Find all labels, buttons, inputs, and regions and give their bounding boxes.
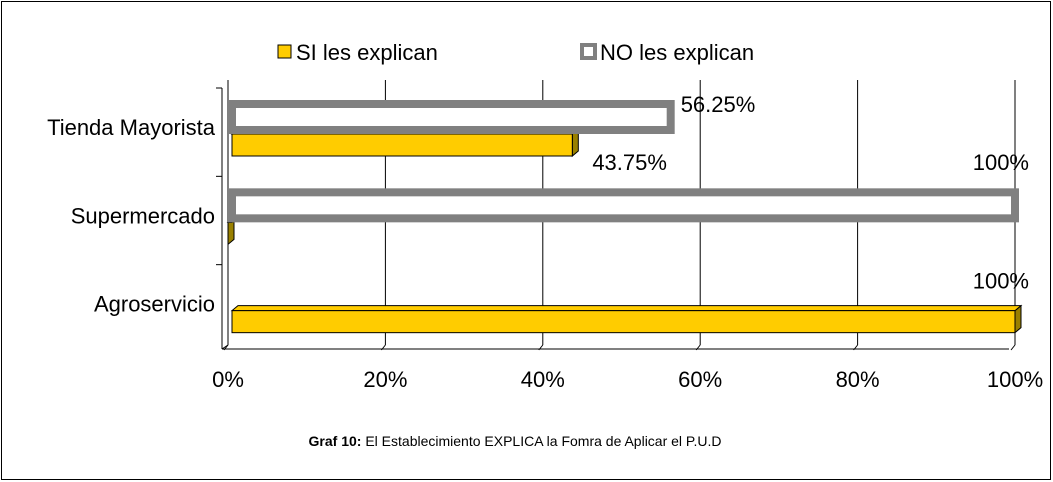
caption-label: Graf 10: bbox=[309, 433, 362, 449]
legend-swatch bbox=[580, 43, 597, 60]
bar bbox=[231, 310, 1016, 334]
data-label: 100% bbox=[973, 268, 1029, 293]
legend-swatch bbox=[277, 44, 292, 59]
x-tick-label: 80% bbox=[836, 367, 880, 392]
y-tick-label: Agroservicio bbox=[94, 292, 215, 317]
data-label: 56.25% bbox=[681, 92, 756, 117]
bar-top bbox=[230, 305, 1023, 312]
bar bbox=[228, 100, 675, 134]
y-tick-label: Tienda Mayorista bbox=[47, 115, 216, 140]
x-tick-label: 0% bbox=[212, 367, 244, 392]
data-label: 43.75% bbox=[592, 150, 667, 175]
x-tick-label: 20% bbox=[363, 367, 407, 392]
y-tick-label: Supermercado bbox=[71, 203, 215, 228]
bar bbox=[231, 133, 573, 157]
x-tick-label: 100% bbox=[987, 367, 1043, 392]
data-label: 100% bbox=[973, 150, 1029, 175]
x-tick-label: 60% bbox=[678, 367, 722, 392]
legend-label: SI les explican bbox=[296, 40, 438, 65]
tick-mark bbox=[1010, 344, 1016, 351]
legend-label: NO les explican bbox=[600, 40, 754, 65]
caption: Graf 10: El Establecimiento EXPLICA la F… bbox=[309, 433, 722, 449]
bar bbox=[228, 188, 1019, 223]
x-tick-label: 40% bbox=[521, 367, 565, 392]
axis-line bbox=[221, 344, 229, 350]
caption-text: El Establecimiento EXPLICA la Fomra de A… bbox=[365, 433, 721, 449]
